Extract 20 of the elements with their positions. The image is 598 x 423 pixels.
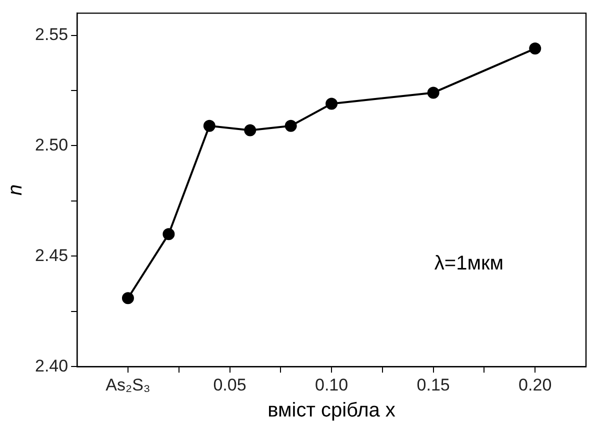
y-tick-label: 2.55 — [34, 24, 68, 44]
x-axis-title: вміст срібла x — [268, 400, 396, 422]
x-tick-label: As₂S₃ — [106, 375, 150, 394]
point — [122, 292, 134, 304]
point — [203, 120, 216, 132]
x-tick-label: 0.20 — [518, 375, 552, 394]
y-tick-label: 2.45 — [34, 246, 68, 265]
y-tick-label: 2.50 — [34, 135, 68, 154]
point — [427, 86, 440, 99]
x-tick-label: 0.05 — [213, 375, 246, 394]
point — [244, 124, 256, 136]
point — [284, 120, 297, 132]
point — [326, 98, 338, 110]
x-tick-label: 0.10 — [314, 375, 348, 394]
point — [162, 228, 175, 240]
annotation: λ=1мкм — [434, 252, 504, 275]
x-tick-label: 0.15 — [416, 375, 450, 394]
y-axis-title: n — [4, 184, 27, 196]
y-tick-label: 2.40 — [34, 356, 68, 376]
point — [529, 42, 542, 55]
